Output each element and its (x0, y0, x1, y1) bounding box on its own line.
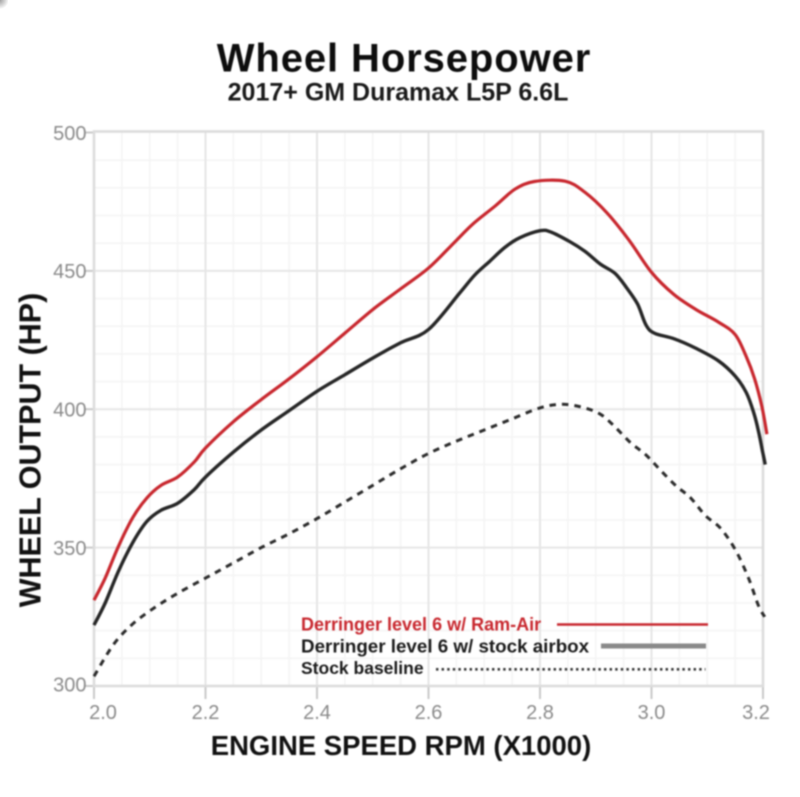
svg-text:3.2: 3.2 (742, 702, 770, 724)
svg-text:Wheel Horsepower: Wheel Horsepower (217, 37, 591, 81)
svg-text:Derringer level 6 w/ stock air: Derringer level 6 w/ stock airbox (301, 636, 590, 657)
svg-text:2.8: 2.8 (526, 702, 554, 724)
svg-text:WHEEL OUTPUT (HP): WHEEL OUTPUT (HP) (14, 293, 48, 608)
svg-text:400: 400 (53, 400, 86, 422)
svg-text:2017+ GM Duramax L5P 6.6L: 2017+ GM Duramax L5P 6.6L (228, 79, 569, 107)
svg-text:500: 500 (53, 123, 86, 145)
svg-text:ENGINE SPEED RPM (X1000): ENGINE SPEED RPM (X1000) (211, 730, 592, 761)
svg-text:2.0: 2.0 (89, 702, 117, 724)
svg-text:350: 350 (53, 538, 86, 560)
svg-text:Stock baseline: Stock baseline (301, 658, 424, 678)
svg-text:Derringer level 6 w/ Ram-Air: Derringer level 6 w/ Ram-Air (301, 615, 541, 635)
svg-text:2.4: 2.4 (303, 702, 331, 724)
svg-text:450: 450 (53, 261, 86, 283)
svg-text:2.2: 2.2 (192, 702, 220, 724)
svg-text:3.0: 3.0 (638, 702, 666, 724)
svg-text:2.6: 2.6 (415, 702, 443, 724)
svg-text:300: 300 (53, 674, 86, 696)
